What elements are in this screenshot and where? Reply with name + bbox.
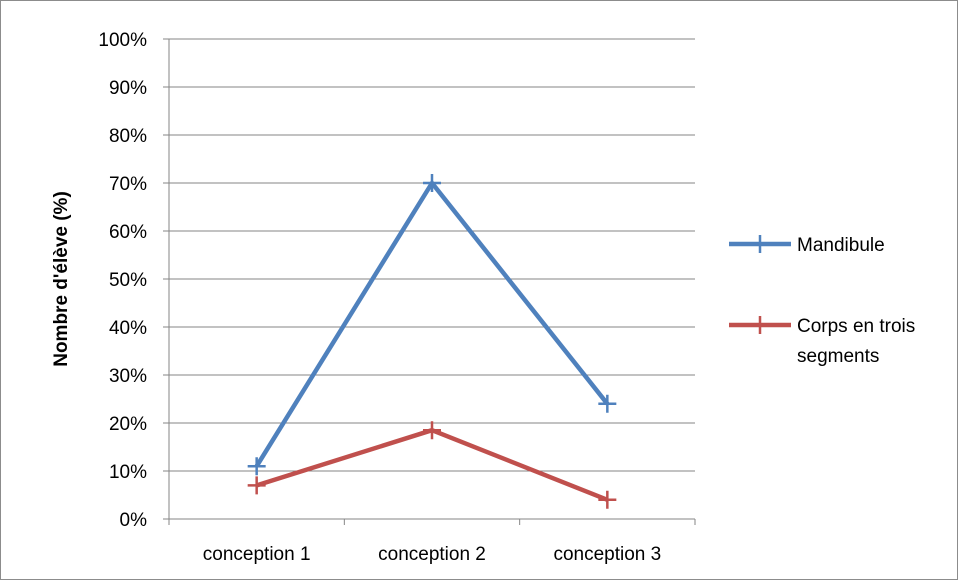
y-tick-label: 0% — [120, 510, 148, 531]
series-line — [255, 427, 609, 502]
x-tick-label: conception 1 — [203, 544, 311, 565]
y-tick-label: 80% — [109, 126, 147, 147]
data-point-marker — [247, 457, 266, 476]
y-tick-label: 90% — [109, 78, 147, 99]
y-tick-label: 10% — [109, 462, 147, 483]
legend-label: Mandibule — [797, 235, 885, 256]
y-tick-label: 30% — [109, 366, 147, 387]
y-tick-label: 50% — [109, 270, 147, 291]
legend-label: Corps en trois — [797, 316, 915, 337]
y-tick-label: 60% — [109, 222, 147, 243]
y-axis-title: Nombre d'élève (%) — [51, 191, 72, 367]
data-point-marker — [423, 174, 441, 192]
y-tick-label: 40% — [109, 318, 147, 339]
legend-swatch-marker — [751, 316, 769, 334]
data-point-marker — [598, 394, 617, 413]
y-tick-label: 70% — [109, 174, 147, 195]
x-tick-label: conception 3 — [553, 544, 661, 565]
y-tick-label: 100% — [98, 30, 147, 51]
data-point-marker — [247, 476, 266, 495]
data-point-marker — [598, 490, 617, 509]
y-tick-label: 20% — [109, 414, 147, 435]
legend-label: segments — [797, 346, 879, 367]
legend-swatch-marker — [751, 235, 769, 253]
x-tick-label: conception 2 — [378, 544, 486, 565]
data-point-marker — [423, 421, 441, 440]
